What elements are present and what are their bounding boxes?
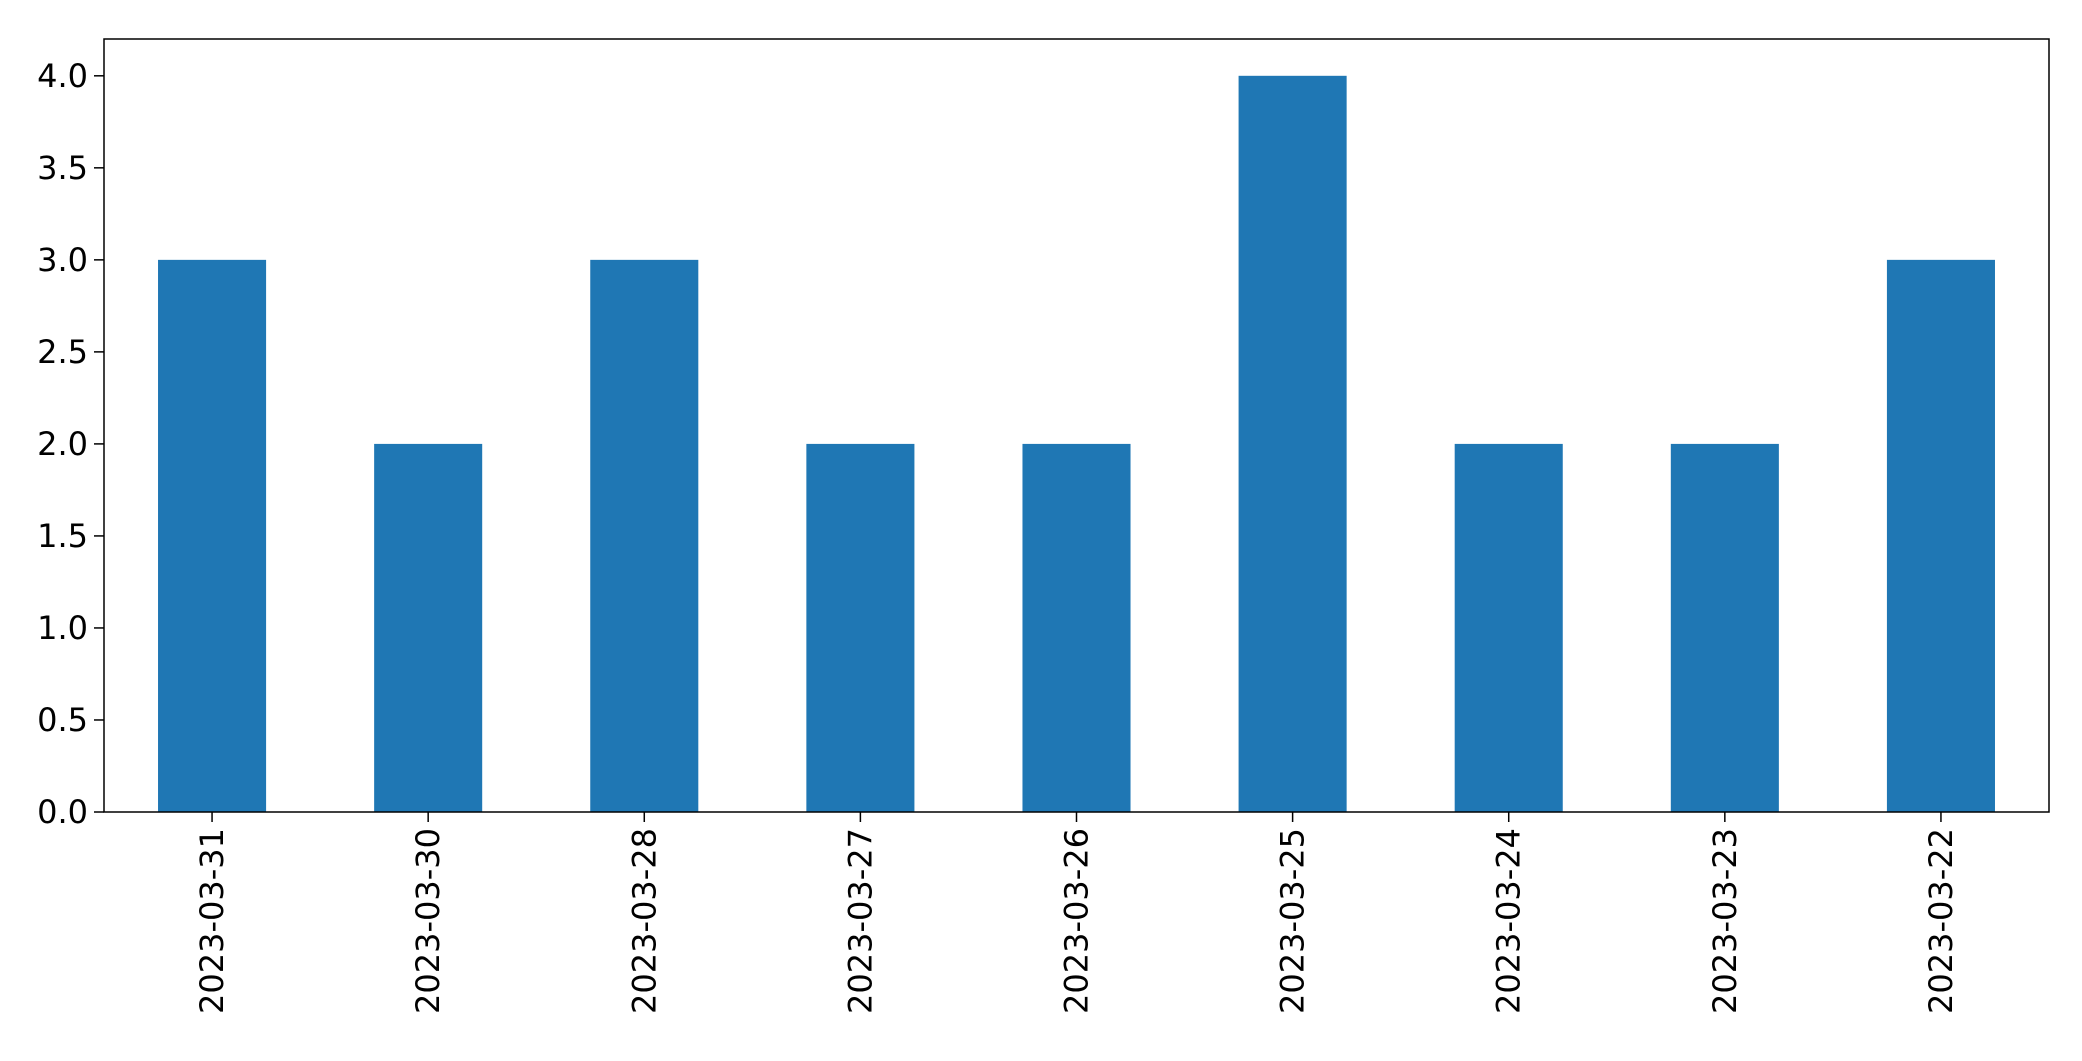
y-tick-label: 2.0	[37, 425, 88, 463]
x-tick-label: 2023-03-31	[193, 828, 231, 1014]
bar-2023-03-22	[1886, 259, 1995, 812]
y-tick-label: 0.5	[37, 701, 88, 739]
y-tick-label: 0.0	[37, 793, 88, 831]
bar-2023-03-26	[1022, 443, 1131, 812]
bar-2023-03-23	[1670, 443, 1779, 812]
bar-2023-03-28	[590, 259, 699, 812]
x-tick-label: 2023-03-26	[1058, 828, 1096, 1014]
x-tick-label: 2023-03-27	[841, 828, 879, 1014]
y-tick-label: 3.5	[37, 149, 88, 187]
y-tick-label: 1.0	[37, 609, 88, 647]
bar-2023-03-24	[1454, 443, 1563, 812]
bar-2023-03-30	[374, 443, 483, 812]
y-axis: 0.0 0.5 1.0 1.5 2.0 2.5 3.0 3.5 4.0	[37, 57, 104, 831]
x-axis: 2023-03-31 2023-03-30 2023-03-28 2023-03-27…	[193, 812, 1960, 1014]
bar-2023-03-27	[806, 443, 915, 812]
x-tick-label: 2023-03-23	[1706, 828, 1744, 1014]
y-tick-label: 2.5	[37, 333, 88, 371]
bars-group	[158, 75, 1995, 812]
x-tick-label: 2023-03-22	[1922, 828, 1960, 1014]
bar-2023-03-31	[158, 259, 267, 812]
x-tick-label: 2023-03-30	[409, 828, 447, 1014]
plot-frame	[103, 38, 2050, 813]
x-tick-label: 2023-03-25	[1274, 828, 1312, 1014]
x-tick-label: 2023-03-28	[625, 828, 663, 1014]
y-tick-label: 1.5	[37, 517, 88, 555]
x-tick-label: 2023-03-24	[1490, 828, 1528, 1014]
bar-2023-03-25	[1238, 75, 1347, 812]
y-tick-label: 4.0	[37, 57, 88, 95]
y-tick-label: 3.0	[37, 241, 88, 279]
